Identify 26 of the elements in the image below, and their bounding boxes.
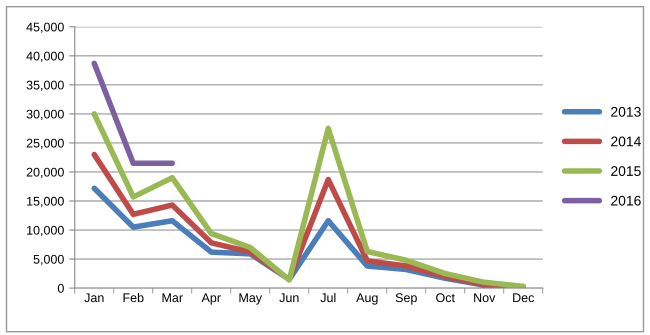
- y-tick-label: 15,000: [27, 196, 64, 208]
- y-tick-label: 20,000: [26, 168, 64, 178]
- x-tick-label: May: [239, 293, 262, 305]
- x-tick-label: Nov: [474, 293, 496, 302]
- y-tick-label: 25,000: [26, 138, 64, 150]
- x-tick-label: Jun: [279, 293, 299, 302]
- y-tick-label: 40,000: [26, 52, 64, 62]
- y-tick-label: 45,000: [26, 22, 64, 33]
- y-tick-label: 35,000: [26, 80, 64, 91]
- x-tick-label: Feb: [124, 292, 144, 302]
- x-tick-label: Mar: [162, 293, 183, 302]
- y-tick-label: 30,000: [26, 110, 64, 120]
- y-tick-label: 0: [58, 284, 64, 293]
- legend-label: 2016: [611, 196, 641, 206]
- x-tick-label: Apr: [202, 293, 221, 305]
- x-tick-label: Dec: [513, 293, 534, 302]
- x-tick-label: Jul: [320, 292, 336, 302]
- x-tick-label: Sep: [396, 293, 417, 305]
- y-tick-label: 10,000: [27, 226, 64, 236]
- x-tick-label: Oct: [436, 293, 455, 302]
- x-tick-label: Jan: [84, 293, 104, 302]
- legend-label: 2015: [611, 166, 641, 176]
- y-tick-label: 5,000: [34, 254, 64, 266]
- legend-label: 2013: [611, 106, 641, 117]
- x-tick-label: Aug: [356, 293, 378, 305]
- legend-label: 2014: [611, 136, 641, 146]
